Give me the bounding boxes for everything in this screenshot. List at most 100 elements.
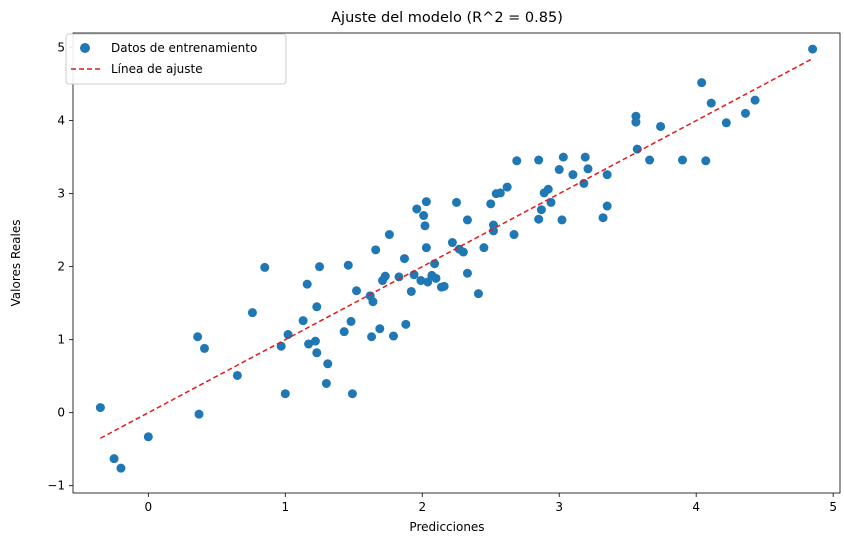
- y-tick-label: 5: [57, 41, 65, 55]
- data-point: [347, 389, 357, 399]
- data-point: [346, 316, 356, 326]
- data-point: [554, 165, 564, 175]
- data-point: [546, 197, 556, 207]
- data-point: [512, 156, 522, 166]
- y-tick-label: 3: [57, 187, 65, 201]
- data-point: [384, 230, 394, 240]
- data-point: [304, 339, 314, 349]
- data-point: [602, 201, 612, 211]
- data-point: [421, 243, 431, 253]
- data-point: [412, 204, 422, 214]
- data-point: [298, 316, 308, 326]
- data-point: [808, 44, 818, 54]
- data-point: [406, 286, 416, 296]
- data-point: [368, 297, 378, 307]
- data-point: [193, 332, 203, 342]
- data-point: [488, 226, 498, 236]
- data-point: [420, 221, 430, 231]
- data-point: [631, 117, 641, 127]
- data-point: [534, 155, 544, 165]
- y-tick-label: 1: [57, 333, 65, 347]
- data-point: [399, 254, 409, 264]
- legend: Datos de entrenamiento Línea de ajuste: [65, 33, 287, 85]
- data-point: [458, 247, 468, 257]
- data-point: [323, 359, 333, 369]
- data-point: [568, 170, 578, 180]
- data-point: [447, 238, 457, 248]
- data-point: [583, 164, 593, 174]
- chart-title: Ajuste del modelo (R^2 = 0.85): [331, 10, 563, 26]
- data-point: [656, 121, 666, 131]
- data-point: [580, 152, 590, 162]
- fit-line: [100, 57, 813, 439]
- data-point: [536, 205, 546, 215]
- data-point: [312, 302, 322, 312]
- x-axis-title: Predicciones: [409, 520, 484, 534]
- data-point: [194, 409, 204, 419]
- data-point: [677, 155, 687, 165]
- data-point: [431, 273, 441, 283]
- data-point: [706, 98, 716, 108]
- data-point: [339, 327, 349, 337]
- data-point: [388, 331, 398, 341]
- data-point: [260, 262, 270, 272]
- data-point: [280, 389, 290, 399]
- y-axis-title: Valores Reales: [9, 220, 23, 307]
- plot-marks: [95, 44, 818, 473]
- x-axis: 0 1 2 3 4 5: [145, 493, 837, 514]
- data-point: [534, 214, 544, 224]
- x-tick-label: 1: [281, 500, 289, 514]
- x-tick-label: 3: [555, 500, 563, 514]
- data-point: [462, 215, 472, 225]
- legend-box: [65, 33, 287, 85]
- data-point: [419, 211, 429, 221]
- y-tick-label: 2: [57, 260, 65, 274]
- data-point: [701, 156, 711, 166]
- legend-label-scatter: Datos de entrenamiento: [111, 41, 257, 55]
- data-point: [543, 184, 553, 194]
- data-point: [401, 319, 411, 329]
- data-point: [302, 279, 312, 289]
- data-point: [495, 188, 505, 198]
- data-point: [232, 370, 242, 380]
- data-point: [367, 332, 377, 342]
- data-point: [375, 324, 385, 334]
- x-tick-label: 2: [418, 500, 426, 514]
- data-point: [315, 262, 325, 272]
- data-point: [598, 213, 608, 223]
- data-point: [509, 230, 519, 240]
- plot-area: [72, 32, 841, 494]
- data-point: [557, 215, 567, 225]
- data-point: [310, 336, 320, 346]
- data-point: [645, 155, 655, 165]
- data-point: [421, 197, 431, 207]
- data-point: [416, 276, 426, 286]
- data-point: [558, 152, 568, 162]
- data-point: [352, 286, 362, 296]
- y-axis: −1 0 1 2 3 4 5: [47, 41, 73, 493]
- data-point: [95, 403, 105, 413]
- data-point: [312, 348, 322, 358]
- data-point: [479, 243, 489, 253]
- data-point: [439, 281, 449, 291]
- data-point: [452, 197, 461, 207]
- data-point: [473, 289, 483, 299]
- data-point: [276, 341, 286, 351]
- data-point: [283, 330, 293, 340]
- data-point: [394, 272, 404, 282]
- x-tick-label: 4: [692, 500, 700, 514]
- y-tick-label: 4: [57, 114, 65, 128]
- data-point: [199, 343, 209, 353]
- data-point: [697, 78, 707, 88]
- data-point: [247, 308, 257, 318]
- data-point: [462, 268, 472, 278]
- data-point: [116, 463, 126, 473]
- data-point: [602, 170, 612, 180]
- data-point: [502, 182, 512, 192]
- data-point: [721, 118, 731, 128]
- data-point: [343, 260, 353, 270]
- x-tick-label: 0: [145, 500, 153, 514]
- x-tick-label: 5: [829, 500, 837, 514]
- data-point: [321, 378, 331, 388]
- data-point: [109, 454, 119, 464]
